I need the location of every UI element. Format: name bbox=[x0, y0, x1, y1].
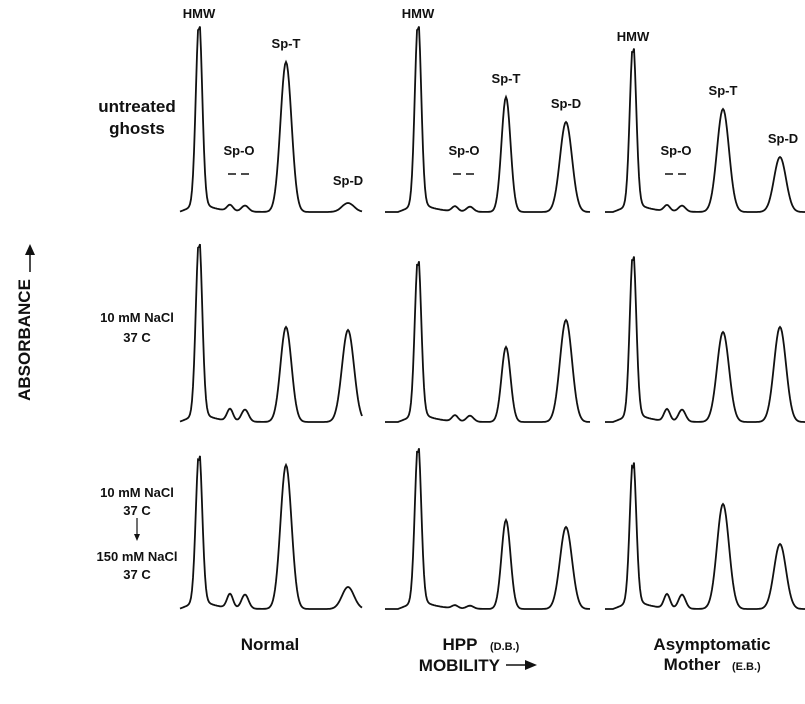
trace bbox=[179, 243, 363, 423]
peak-label: Sp-D bbox=[768, 131, 798, 146]
column-label: Mother bbox=[664, 655, 721, 674]
row-label: 10 mM NaCl bbox=[100, 485, 174, 500]
peak-label: Sp-D bbox=[551, 96, 581, 111]
peak-label: HMW bbox=[183, 6, 216, 21]
trace bbox=[605, 256, 805, 423]
peak-label: Sp-T bbox=[272, 36, 301, 51]
peak-label: Sp-T bbox=[709, 83, 738, 98]
column-label: HPP bbox=[443, 635, 478, 654]
trace bbox=[605, 462, 805, 610]
column-note: (D.B.) bbox=[490, 641, 520, 653]
peak-label: Sp-O bbox=[660, 143, 691, 158]
y-axis-label: ABSORBANCE bbox=[15, 279, 34, 401]
row-label: 10 mM NaCl bbox=[100, 310, 174, 325]
x-arrow bbox=[506, 660, 537, 670]
peak-label: Sp-D bbox=[333, 173, 363, 188]
column-label: Asymptomatic bbox=[653, 635, 770, 654]
trace bbox=[385, 26, 591, 213]
column-label: Normal bbox=[241, 635, 300, 654]
trace bbox=[605, 48, 805, 213]
row-label: 37 C bbox=[123, 503, 151, 518]
trace bbox=[179, 455, 363, 610]
peak-label: Sp-T bbox=[492, 71, 521, 86]
peak-label: HMW bbox=[617, 29, 650, 44]
peak-label: Sp-O bbox=[448, 143, 479, 158]
row-arrow bbox=[134, 518, 140, 541]
row-label: 150 mM NaCl bbox=[97, 549, 178, 564]
trace bbox=[179, 26, 363, 213]
row-label: ghosts bbox=[109, 119, 165, 138]
row-label: 37 C bbox=[123, 567, 151, 582]
row-label: 37 C bbox=[123, 330, 151, 345]
trace bbox=[385, 448, 591, 610]
peak-label: Sp-O bbox=[223, 143, 254, 158]
column-note: (E.B.) bbox=[732, 661, 761, 673]
y-arrow bbox=[25, 244, 35, 272]
peak-label: HMW bbox=[402, 6, 435, 21]
x-axis-label: MOBILITY bbox=[419, 656, 501, 675]
row-label: untreated bbox=[98, 97, 175, 116]
trace bbox=[385, 261, 591, 423]
